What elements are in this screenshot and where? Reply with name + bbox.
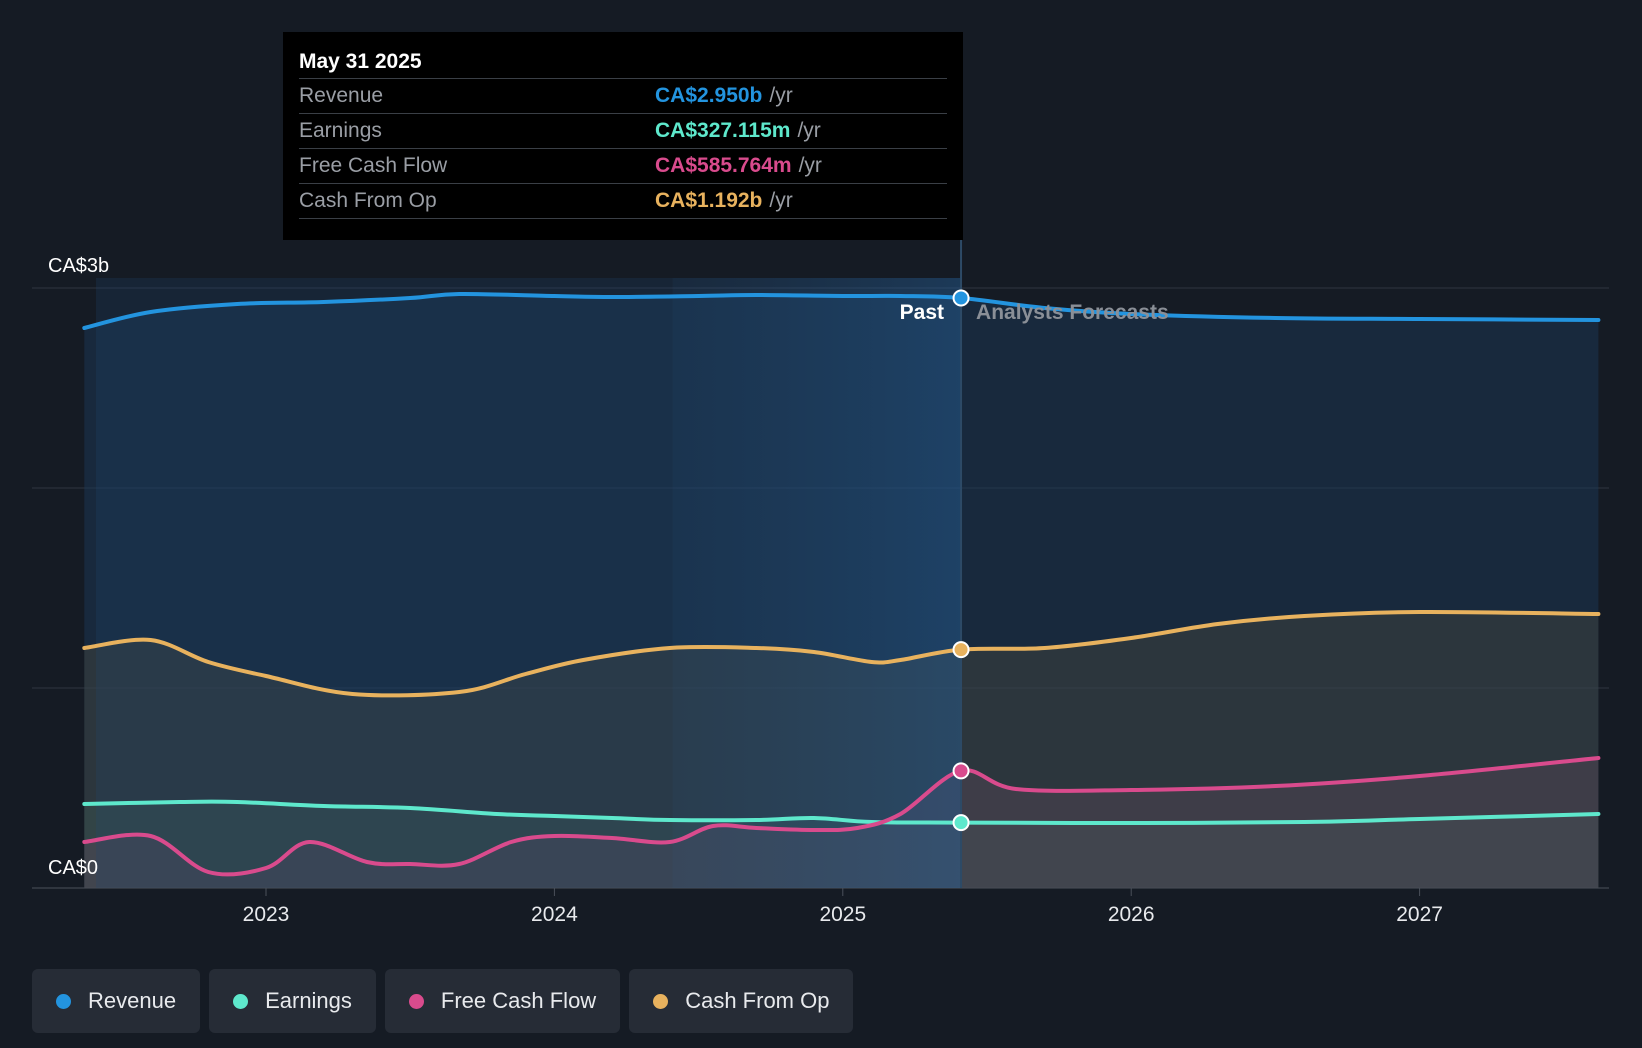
earnings-marker: [952, 814, 970, 832]
legend-item-cash-from-op[interactable]: Cash From Op: [629, 969, 854, 1033]
y-tick-label: CA$0: [48, 857, 98, 879]
forecast-label: Analysts Forecasts: [976, 301, 1169, 324]
x-tick-label: 2027: [1396, 903, 1443, 926]
x-tick-label: 2024: [531, 903, 578, 926]
tooltip-label: Cash From Op: [299, 189, 437, 212]
tooltip-unit: /yr: [797, 119, 821, 142]
tooltip-unit: /yr: [769, 84, 793, 107]
legend-label: Revenue: [88, 988, 177, 1013]
cash-from-op-marker: [952, 641, 970, 659]
free-cash-flow-dot-icon: [408, 993, 424, 1009]
tooltip-unit: /yr: [769, 189, 793, 212]
free-cash-flow-area: [84, 758, 1599, 888]
earnings-dot-icon: [233, 993, 249, 1009]
earnings-line: [82, 799, 1601, 826]
revenue-marker: [952, 289, 970, 307]
legend-label: Cash From Op: [685, 988, 830, 1013]
past-label: Past: [900, 301, 944, 324]
y-tick-label: CA$3b: [48, 255, 109, 277]
legend-label: Earnings: [265, 988, 352, 1013]
tooltip: May 31 2025 Revenue CA$2.950b /yr Earnin…: [283, 32, 963, 240]
x-tick-label: 2023: [243, 903, 290, 926]
revenue-line: [82, 291, 1601, 330]
legend: Revenue Earnings Free Cash Flow Cash Fro…: [32, 969, 854, 1033]
axes: 2023 2024 2025 2026 2027 CA$0 CA$3b: [48, 255, 1443, 926]
free-cash-flow-marker: [952, 762, 970, 780]
tooltip-value-earnings: CA$327.115m: [655, 119, 791, 142]
tooltip-label: Free Cash Flow: [299, 154, 448, 177]
highlight-band: [672, 278, 962, 888]
tooltip-value-cash-from-op: CA$1.192b: [655, 189, 763, 212]
series-lines: [82, 291, 1601, 877]
tooltip-unit: /yr: [798, 154, 822, 177]
cash-from-op-dot-icon: [653, 993, 669, 1009]
x-tick-label: 2025: [819, 903, 866, 926]
past-highlight: [96, 240, 963, 888]
tooltip-date: May 31 2025: [299, 50, 422, 73]
legend-label: Free Cash Flow: [440, 988, 597, 1013]
revenue-dot-icon: [56, 993, 71, 1009]
cash-from-op-line: [82, 609, 1601, 698]
tooltip-row-free-cash-flow: Free Cash Flow CA$585.764m /yr: [299, 148, 947, 183]
tooltip-label: Earnings: [299, 119, 382, 142]
tooltip-row-earnings: Earnings CA$327.115m /yr: [299, 113, 947, 148]
chart-labels: Past Analysts Forecasts: [900, 301, 1169, 324]
tooltip-row-revenue: Revenue CA$2.950b /yr: [299, 78, 947, 113]
legend-item-earnings[interactable]: Earnings: [209, 969, 376, 1033]
legend-item-free-cash-flow[interactable]: Free Cash Flow: [384, 969, 621, 1033]
tooltip-row-cash-from-op: Cash From Op CA$1.192b /yr: [299, 183, 947, 219]
series-markers: [952, 289, 970, 832]
legend-item-revenue[interactable]: Revenue: [32, 969, 201, 1033]
tooltip-value-revenue: CA$2.950b: [655, 84, 763, 107]
x-tick-label: 2026: [1108, 903, 1155, 926]
tooltip-label: Revenue: [299, 84, 384, 107]
tooltip-value-free-cash-flow: CA$585.764m: [655, 154, 792, 177]
free-cash-flow-line: [82, 756, 1601, 877]
